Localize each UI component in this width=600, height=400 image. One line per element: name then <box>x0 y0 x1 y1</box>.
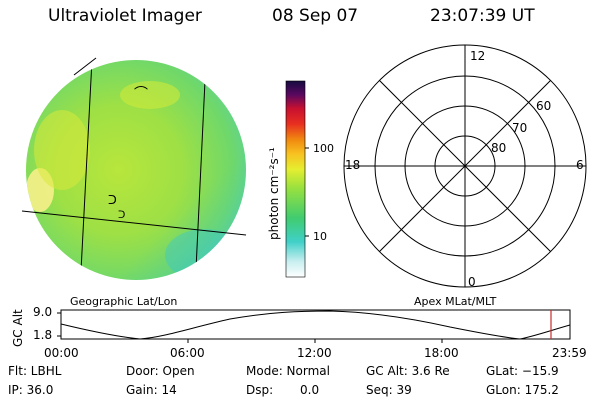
image-date: 08 Sep 07 <box>272 6 359 26</box>
x-tick-label: 12:00 <box>297 346 332 360</box>
altitude-plot-frame <box>60 309 571 340</box>
y-tick-label: 9.0 <box>33 305 53 319</box>
colorbar-unit-label: photon cm⁻²s⁻¹ <box>267 147 281 240</box>
altitude-ylabel: GC Alt <box>11 309 25 347</box>
mlt-label-18: 18 <box>345 158 360 172</box>
colorbar: 100 10 photon cm⁻²s⁻¹ <box>267 80 334 278</box>
polar-plot <box>343 44 587 288</box>
polar-labels: 12 18 6 0 60 70 80 <box>345 49 584 289</box>
mlt-label-0: 0 <box>468 275 476 289</box>
earth-image: ⌒ ᑐ ᑐ <box>21 57 247 280</box>
latitude-line <box>21 210 247 236</box>
dim-region <box>165 229 245 280</box>
status-gain: Gain: 14 <box>126 383 177 397</box>
x-tick-label: 23:59 <box>552 346 587 360</box>
overlay-mark: ᑐ <box>108 193 117 207</box>
dayglow-region-north <box>120 81 180 109</box>
overlay-mark: ⌒ <box>134 86 148 102</box>
image-time: 23:07:39 UT <box>430 6 535 26</box>
x-tick-label: 00:00 <box>44 346 79 360</box>
longitude-line <box>194 60 207 280</box>
colorbar-tick-label: 100 <box>313 142 334 155</box>
status-glat: GLat: −15.9 <box>486 364 559 378</box>
mlt-diagonal <box>379 80 551 252</box>
altitude-plot: GC Alt <box>11 309 571 347</box>
colorbar-scale <box>285 80 306 278</box>
dayglow-region <box>34 110 90 190</box>
x-tick-label: 18:00 <box>424 346 459 360</box>
status-ip: IP: 36.0 <box>8 383 54 397</box>
earth-disk-limb <box>26 60 246 280</box>
status-filter: Flt: LBHL <box>8 364 62 378</box>
status-door: Door: Open <box>126 364 195 378</box>
app-title: Ultraviolet Imager <box>48 6 202 26</box>
lat-label-80: 80 <box>491 141 506 155</box>
status-glon: GLon: 175.2 <box>486 383 559 397</box>
grid-tick <box>73 57 97 76</box>
overlay-mark: ᑐ <box>118 210 125 221</box>
lat-label-60: 60 <box>536 99 551 113</box>
status-dsp-label: Dsp: <box>246 383 274 397</box>
x-tick-label: 06:00 <box>170 346 205 360</box>
status-gc-alt: GC Alt: 3.6 Re <box>366 364 450 378</box>
apex-grid-label: Apex MLat/MLT <box>414 295 497 308</box>
status-seq: Seq: 39 <box>366 383 412 397</box>
colorbar-tick-label: 10 <box>313 230 327 243</box>
lat-label-70: 70 <box>512 121 527 135</box>
longitude-line <box>79 60 93 280</box>
status-mode: Mode: Normal <box>246 364 330 378</box>
altitude-curve <box>60 310 571 340</box>
mlt-label-6: 6 <box>576 158 584 172</box>
geographic-grid-label: Geographic Lat/Lon <box>70 295 178 308</box>
mlt-label-12: 12 <box>470 49 485 63</box>
status-dsp-value: 0.0 <box>300 383 320 397</box>
y-tick-label: 1.8 <box>33 328 53 342</box>
